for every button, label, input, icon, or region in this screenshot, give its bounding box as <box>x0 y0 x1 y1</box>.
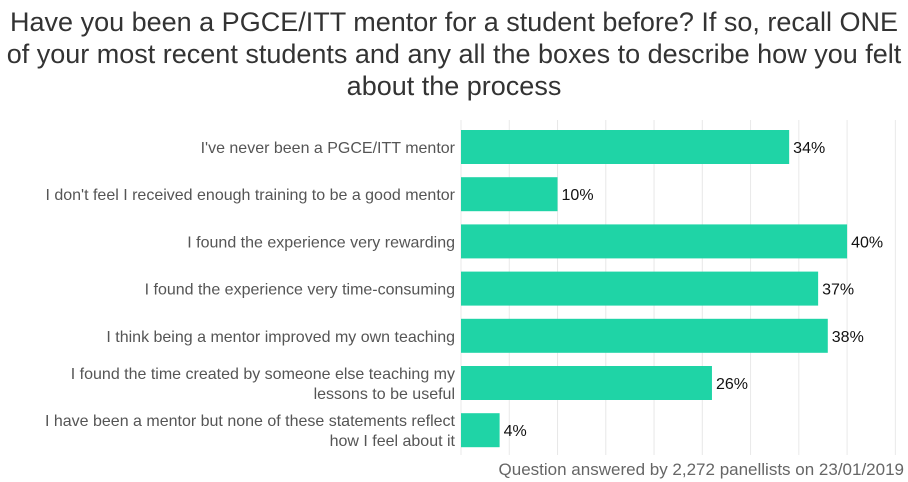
footnote: Question answered by 2,272 panellists on… <box>498 460 904 479</box>
bars <box>461 130 848 448</box>
value-label: 4% <box>504 423 527 440</box>
category-label: I found the time created by someone else… <box>71 366 455 403</box>
category-labels: I've never been a PGCE/ITT mentor I don't… <box>45 140 456 450</box>
value-label: 40% <box>851 234 883 251</box>
value-label: 34% <box>793 140 825 157</box>
category-label: I think being a mentor improved my own t… <box>106 329 455 346</box>
category-label: I found the experience very rewarding <box>187 234 455 251</box>
category-label: I don't feel I received enough training … <box>45 187 455 204</box>
value-label: 26% <box>716 376 748 393</box>
category-label: I have been a mentor but none of these s… <box>45 413 456 450</box>
chart-title: Have you been a PGCE/ITT mentor for a st… <box>6 7 902 101</box>
value-label: 38% <box>832 329 864 346</box>
bar <box>461 413 500 448</box>
bar <box>461 366 712 400</box>
value-labels: 34% 10% 40% 37% 38% 26% 4% <box>504 140 884 440</box>
category-label: I found the experience very time-consumi… <box>145 282 455 299</box>
bar <box>461 224 848 259</box>
bar <box>461 130 790 164</box>
value-label: 10% <box>562 187 594 204</box>
bar <box>461 271 819 306</box>
bar <box>461 177 558 212</box>
bar <box>461 318 828 353</box>
category-label: I've never been a PGCE/ITT mentor <box>201 140 456 157</box>
value-label: 37% <box>822 282 854 299</box>
